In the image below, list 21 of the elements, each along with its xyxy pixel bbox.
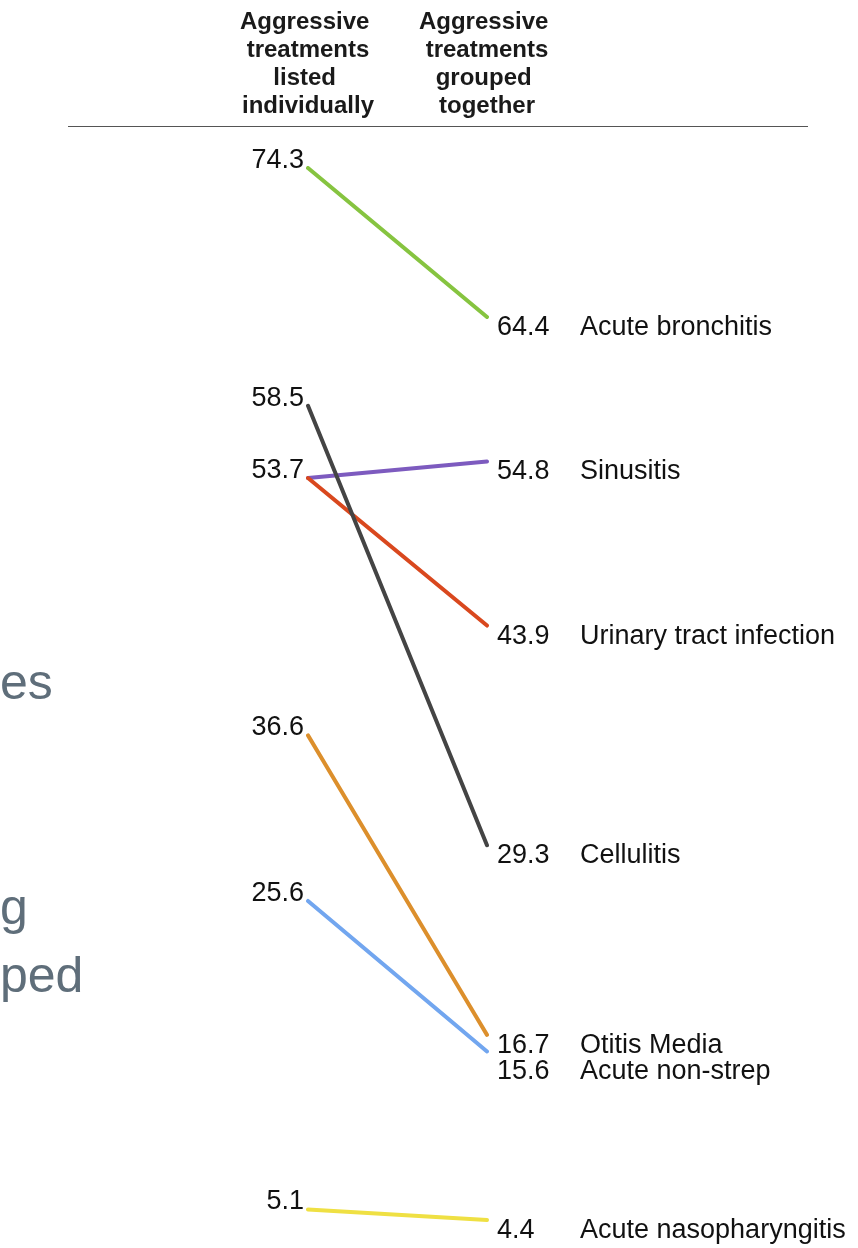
data-label: 64.4 bbox=[497, 311, 550, 341]
text: es bbox=[0, 654, 53, 710]
data-label: 4.4 bbox=[497, 1214, 535, 1244]
data-label: 43.9 bbox=[497, 619, 550, 650]
data-label: 53.7 bbox=[251, 454, 304, 485]
text: Acute nasopharyngitis bbox=[580, 1214, 846, 1244]
text: g bbox=[0, 879, 28, 935]
data-label: 36.6 bbox=[251, 711, 304, 742]
data-label: 29.3 bbox=[497, 839, 550, 870]
data-label: 25.6 bbox=[251, 876, 304, 907]
data-label: 74.3 bbox=[251, 144, 304, 174]
text: Cellulitis bbox=[580, 839, 681, 870]
data-label: 5.1 bbox=[266, 1185, 304, 1216]
x-tick-label: Aggressive treatments grouped together bbox=[418, 6, 556, 118]
data-label: 58.5 bbox=[251, 381, 304, 412]
data-label: 54.8 bbox=[497, 455, 550, 486]
text: ped bbox=[0, 947, 84, 1003]
text: Sinusitis bbox=[580, 455, 681, 486]
x-tick-label: Aggressive treatments listed individually bbox=[239, 6, 377, 118]
text: Acute bronchitis bbox=[580, 311, 773, 341]
text: Urinary tract infection bbox=[580, 619, 836, 650]
